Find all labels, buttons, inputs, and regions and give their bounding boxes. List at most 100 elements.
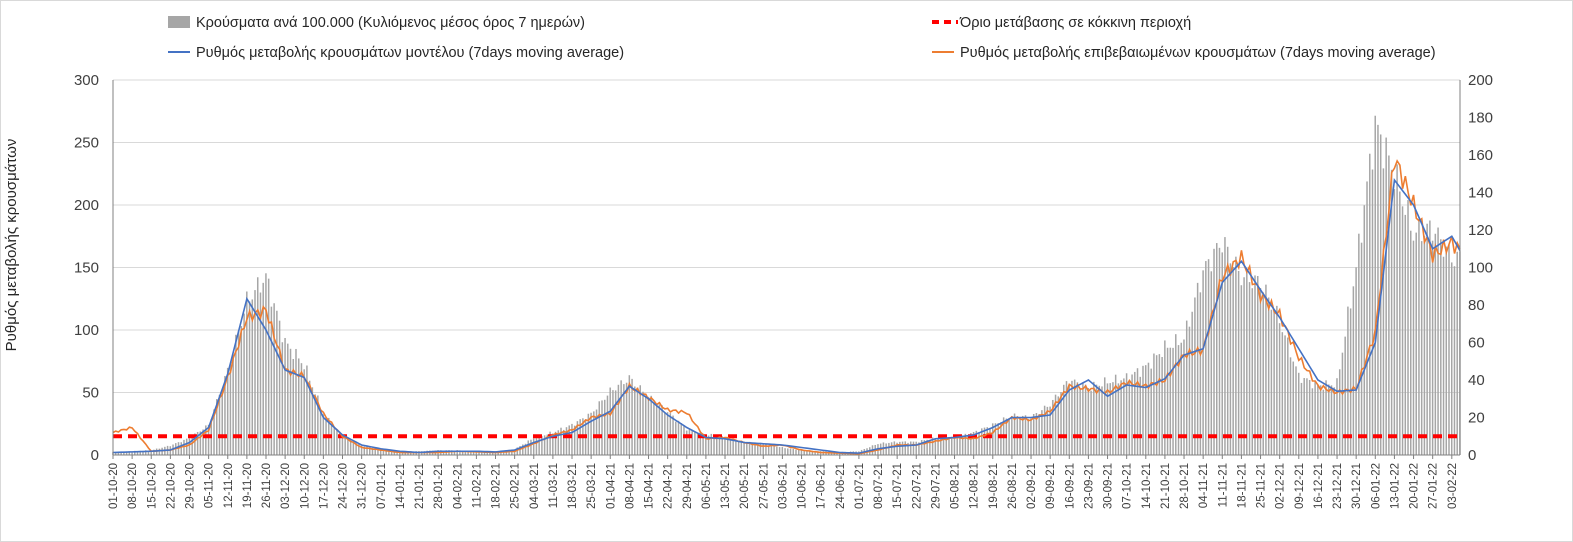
bar [475, 451, 478, 455]
bar [1221, 252, 1223, 455]
bar [606, 395, 609, 455]
bar [940, 438, 942, 455]
x-tick-label: 04-11-21 [1198, 463, 1210, 508]
bar [1155, 355, 1158, 455]
x-tick-label: 28-01-21 [433, 463, 445, 509]
bar [803, 450, 805, 455]
bar [144, 450, 147, 455]
x-tick-label: 08-04-21 [624, 463, 636, 509]
bar [636, 387, 639, 455]
legend-label-bars: Κρούσματα ανά 100.000 (Κυλιόμενος μέσος … [196, 15, 585, 31]
x-tick-label: 05-08-21 [950, 463, 962, 509]
bar [773, 446, 775, 455]
right-tick-label: 160 [1468, 147, 1493, 164]
bar [1150, 368, 1152, 455]
bar [1185, 320, 1188, 455]
bar [1117, 383, 1120, 455]
bar [778, 447, 781, 455]
right-tick-label: 60 [1468, 335, 1485, 352]
bar [677, 420, 680, 455]
bar [1270, 309, 1273, 455]
bar [650, 395, 652, 455]
right-tick-label: 40 [1468, 372, 1485, 389]
x-tick-label: 13-05-21 [720, 463, 732, 509]
bar [543, 435, 546, 455]
bar [1232, 266, 1234, 455]
bar [568, 425, 570, 455]
bar [934, 438, 937, 455]
x-tick-label: 12-08-21 [969, 463, 981, 509]
x-tick-label: 07-01-21 [376, 463, 388, 509]
bar [1063, 384, 1065, 455]
bar [647, 396, 650, 455]
bar [276, 310, 278, 455]
x-tick-label: 20-05-21 [739, 463, 751, 509]
bar [1317, 384, 1319, 455]
bar [1382, 168, 1385, 455]
bar [530, 439, 532, 455]
bar [792, 448, 795, 455]
bar [907, 442, 909, 455]
bar [388, 449, 390, 455]
bar [1169, 347, 1172, 455]
bar [710, 433, 713, 455]
x-tick-label: 05-11-20 [204, 463, 216, 508]
line-series [112, 159, 1461, 455]
x-tick-label: 21-01-21 [414, 463, 426, 509]
bar [1385, 137, 1387, 455]
bar [1251, 288, 1254, 455]
x-tick-label: 21-10-21 [1160, 463, 1172, 509]
x-tick-label: 27-05-21 [758, 463, 770, 509]
bar [975, 430, 978, 455]
bar [1196, 282, 1199, 455]
bar [221, 389, 223, 455]
bar [1358, 233, 1360, 455]
bar [358, 444, 360, 455]
x-tick-label: 04-03-21 [529, 463, 541, 509]
bar [1284, 335, 1286, 455]
bar [278, 320, 281, 455]
bar [1175, 334, 1177, 455]
bar [1008, 418, 1010, 455]
x-tick-label: 23-09-21 [1083, 463, 1095, 509]
bar [557, 430, 560, 455]
bar [516, 447, 519, 455]
bar [1415, 232, 1417, 455]
bar [937, 438, 939, 455]
bar [601, 400, 603, 455]
bar [396, 450, 398, 455]
bar [800, 450, 803, 455]
bar [1418, 218, 1420, 455]
bar [1322, 389, 1325, 455]
bar [1248, 282, 1251, 455]
x-tick-label: 13-01-22 [1389, 463, 1401, 509]
bar [338, 432, 341, 455]
bar [199, 431, 202, 455]
bar [1240, 285, 1243, 455]
bar [1267, 297, 1270, 455]
bar [751, 442, 754, 455]
bar [382, 449, 385, 455]
x-tick-label: 03-06-21 [777, 463, 789, 509]
bar [1054, 394, 1057, 455]
bar [1046, 406, 1049, 455]
bar [125, 451, 128, 455]
bar [1041, 410, 1043, 455]
bar [743, 441, 745, 455]
bar [1295, 366, 1297, 455]
left-tick-label: 50 [82, 385, 99, 402]
bar [754, 442, 756, 455]
x-tick-label: 29-07-21 [930, 463, 942, 509]
model-rate-line [112, 177, 1461, 454]
bar [1256, 276, 1259, 455]
bar [306, 365, 308, 455]
bar [185, 438, 188, 455]
bar [1035, 413, 1038, 455]
right-tick-label: 80 [1468, 297, 1485, 314]
bar [461, 450, 464, 455]
bar [270, 306, 273, 455]
bar [746, 443, 748, 455]
bar [1333, 387, 1335, 455]
bar [524, 443, 527, 455]
